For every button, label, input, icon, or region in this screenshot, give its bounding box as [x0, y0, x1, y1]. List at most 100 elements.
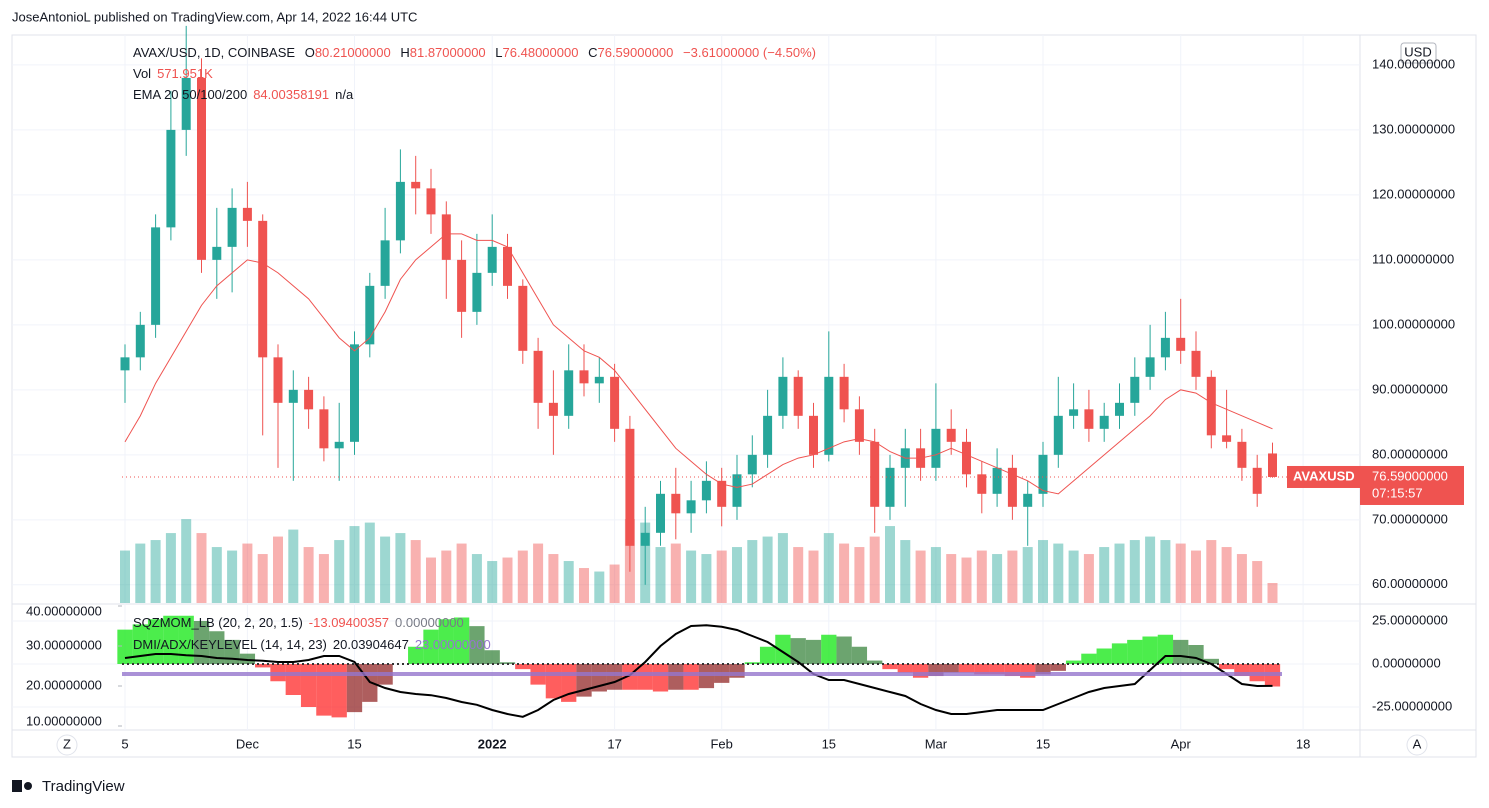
candle-body — [1115, 402, 1124, 416]
candle-body — [1176, 337, 1186, 351]
sqz-label: SQZMOM_LB (20, 2, 20, 1.5) — [133, 615, 303, 630]
brand-logo — [12, 780, 32, 792]
candle-body — [1237, 441, 1247, 468]
y-tick-label: 130.00000000 — [1372, 121, 1455, 136]
volume-bar — [395, 533, 406, 603]
candle-body — [503, 246, 512, 286]
candle-body — [870, 441, 880, 507]
candle-body — [426, 188, 436, 215]
auto-scale[interactable]: A — [1413, 736, 1422, 751]
currency-button[interactable] — [1400, 42, 1437, 64]
squeeze-area — [117, 629, 133, 664]
candle-body — [212, 246, 222, 260]
candle-body — [732, 474, 742, 507]
volume-bar — [303, 547, 314, 603]
volume-bar — [716, 550, 727, 603]
squeeze-area — [453, 617, 470, 664]
candle-body — [1252, 467, 1262, 494]
y-tick-label: 10.00000000 — [26, 713, 102, 728]
currency[interactable]: USD — [1404, 44, 1431, 59]
price-tag-price: 76.59000000 — [1372, 468, 1448, 483]
volume-bar — [211, 547, 222, 603]
volume-bar — [701, 554, 712, 603]
x-tick-label: 15 — [1036, 736, 1050, 751]
volume-bar — [1083, 554, 1094, 603]
candle-body — [1099, 415, 1109, 429]
squeeze-area — [346, 663, 363, 713]
dmi-value: 20.03904647 — [333, 637, 409, 652]
squeeze-area — [821, 634, 837, 664]
volume-bar — [380, 536, 391, 603]
legend-volume: Vol 571.951K — [133, 66, 213, 81]
volume-bar — [885, 526, 895, 603]
candle-body — [288, 389, 298, 403]
squeeze-area — [331, 663, 347, 718]
x-tick-label: 15 — [347, 736, 361, 751]
squeeze-area — [974, 663, 990, 675]
candle-body — [304, 389, 314, 410]
ema-other: n/a — [335, 87, 354, 102]
volume-bar — [533, 543, 544, 603]
squeeze-area — [1111, 643, 1128, 664]
candle-body — [197, 77, 206, 260]
volume-bar — [502, 557, 513, 603]
x-tick-label: 5 — [121, 736, 128, 751]
volume-bar — [1145, 536, 1156, 603]
volume-bar — [1129, 540, 1140, 603]
squeeze-area — [668, 663, 684, 690]
candle-body — [977, 474, 987, 494]
x-tick-label: 15 — [822, 736, 836, 751]
y-tick-label: 70.00000000 — [1372, 511, 1448, 526]
squeeze-area — [438, 619, 454, 664]
candle-body — [380, 240, 390, 286]
volume-bar — [1114, 543, 1125, 603]
candle-body — [671, 493, 681, 514]
legend-dmi: DMI/ADX/KEYLEVEL (14, 14, 23) 20.03904647… — [133, 637, 491, 652]
volume-bar — [762, 536, 773, 603]
legend-ohlc: AVAX/USD, 1D, COINBASE O80.21000000 H81.… — [133, 45, 816, 60]
candle-body — [1023, 493, 1033, 507]
volume-bar — [808, 550, 819, 603]
x-tick-label: Dec — [236, 736, 260, 751]
volume-bar — [456, 543, 467, 603]
squeeze-area — [163, 615, 179, 664]
squeeze-area — [805, 639, 822, 664]
volume-bar — [196, 533, 207, 603]
volume-bar — [1267, 583, 1278, 603]
volume-bar — [1022, 547, 1033, 603]
candle-body — [839, 376, 849, 410]
candle-body — [809, 415, 818, 455]
candle-body — [457, 259, 467, 312]
zoom-out-button[interactable] — [56, 734, 78, 756]
l-value: 76.48000000 — [503, 45, 579, 60]
volume-bar — [1236, 554, 1247, 603]
squeeze-area — [1173, 639, 1189, 664]
squeeze-area — [683, 663, 699, 690]
volume-bar — [487, 561, 498, 603]
vol-value: 571.951K — [157, 66, 213, 81]
volume-bar — [1068, 550, 1079, 603]
squeeze-area — [1035, 663, 1051, 675]
x-tick-label: Feb — [710, 736, 732, 751]
volume-bar — [150, 540, 161, 603]
volume-bar — [976, 550, 987, 603]
volume-bar — [1191, 550, 1201, 603]
squeeze-area — [1096, 648, 1112, 664]
candle-body — [854, 409, 864, 442]
squeeze-area — [239, 653, 256, 664]
candle-body — [1007, 467, 1017, 507]
squeeze-area — [408, 646, 424, 664]
squeeze-area — [209, 631, 225, 664]
auto-scale-button[interactable] — [1406, 734, 1428, 756]
candle-body — [441, 214, 451, 260]
volume-bar — [1099, 547, 1110, 603]
zoom-out[interactable]: Z — [63, 736, 71, 751]
candle-body — [564, 370, 574, 416]
candle-body — [579, 370, 589, 384]
sqz-zero: 0.00000000 — [395, 615, 464, 630]
candle-body — [395, 181, 405, 241]
chart-frame — [11, 34, 1477, 758]
candle-body — [1053, 415, 1063, 455]
squeeze-area — [836, 636, 852, 664]
